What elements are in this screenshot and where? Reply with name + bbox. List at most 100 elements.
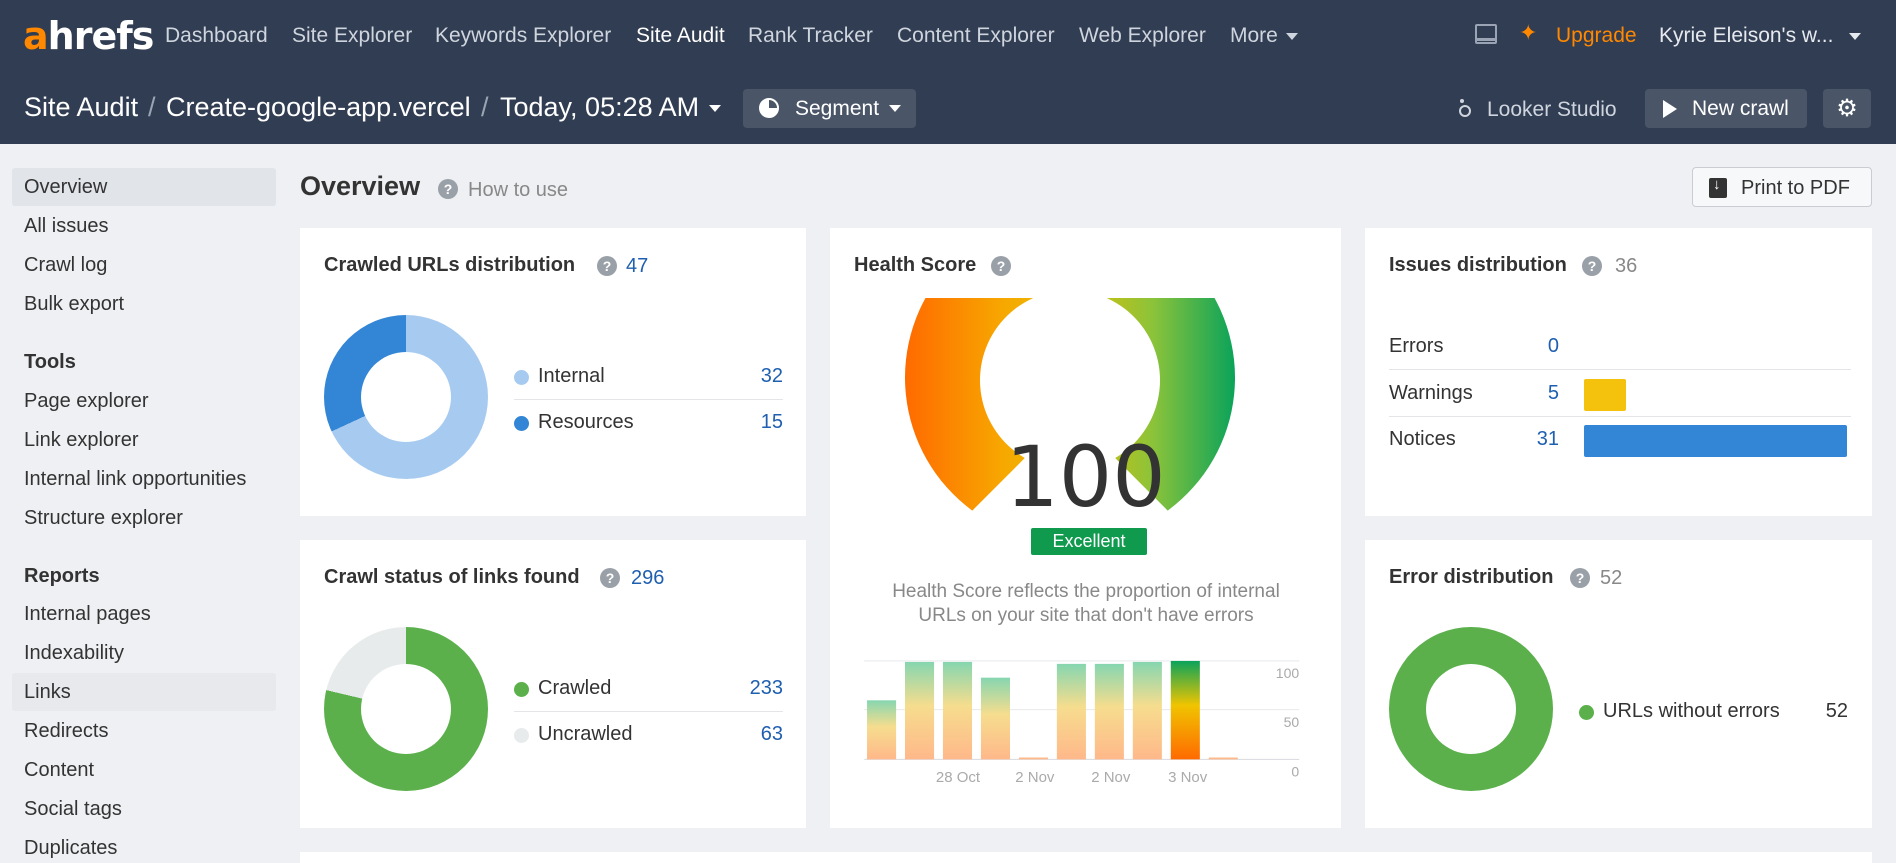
breadcrumb-project[interactable]: Create-google-app.vercel xyxy=(166,92,471,122)
nav-site-audit[interactable]: Site Audit xyxy=(636,24,725,47)
help-icon[interactable]: ? xyxy=(600,568,620,588)
monitor-icon[interactable] xyxy=(1475,24,1497,44)
legend-row-crawled[interactable]: Crawled 233 xyxy=(514,666,783,712)
new-crawl-button[interactable]: New crawl xyxy=(1645,89,1807,128)
sidebar-item-bulk-export[interactable]: Bulk export xyxy=(24,293,125,315)
sidebar-item-redirects[interactable]: Redirects xyxy=(24,720,109,742)
breadcrumb-site-audit[interactable]: Site Audit xyxy=(24,92,139,122)
top-navigation: ahrefs Dashboard Site Explorer Keywords … xyxy=(0,0,1896,72)
legend-value[interactable]: 233 xyxy=(749,677,783,699)
help-icon[interactable]: ? xyxy=(438,179,458,199)
health-score-description: Health Score reflects the proportion of … xyxy=(892,581,1280,626)
sidebar-item-links[interactable]: Links xyxy=(12,673,276,711)
health-score-gauge xyxy=(905,298,1235,511)
nav-web-explorer[interactable]: Web Explorer xyxy=(1079,24,1206,47)
x-tick-label: 3 Nov xyxy=(1168,769,1208,786)
legend-value[interactable]: 63 xyxy=(760,723,783,745)
health-score-card: Health Score ? 100 Excellent Health Scor… xyxy=(830,228,1341,828)
how-to-use-link[interactable]: How to use xyxy=(468,179,569,201)
nav-content-explorer[interactable]: Content Explorer xyxy=(897,24,1055,47)
legend-label: Uncrawled xyxy=(538,723,633,745)
segment-label: Segment xyxy=(795,97,880,120)
help-icon[interactable]: ? xyxy=(991,256,1011,276)
sidebar-item-duplicates[interactable]: Duplicates xyxy=(24,837,118,859)
crawl-status-count[interactable]: 296 xyxy=(631,567,665,589)
chart-bar[interactable] xyxy=(1094,663,1124,760)
chart-bar[interactable] xyxy=(1132,661,1162,760)
account-name: Kyrie Eleison's w... xyxy=(1659,24,1834,47)
issue-value[interactable]: 5 xyxy=(1547,382,1559,404)
sidebar-heading-reports: Reports xyxy=(24,565,100,587)
print-to-pdf-button[interactable]: Print to PDF xyxy=(1692,167,1872,207)
chart-bar[interactable] xyxy=(1018,757,1048,760)
legend-value[interactable]: 15 xyxy=(760,411,783,433)
account-menu[interactable]: Kyrie Eleison's w... xyxy=(1659,24,1862,48)
sidebar-item-overview[interactable]: Overview xyxy=(12,168,276,206)
crawled-urls-donut[interactable] xyxy=(324,315,488,479)
legend-label: Crawled xyxy=(538,677,612,699)
crawl-date-selector[interactable]: Today, 05:28 AM xyxy=(500,92,722,123)
issue-row-warnings[interactable]: Warnings 5 xyxy=(1389,371,1851,417)
pie-chart-icon xyxy=(759,98,779,118)
sidebar-item-indexability[interactable]: Indexability xyxy=(24,642,125,664)
x-tick-label: 2 Nov xyxy=(1015,769,1055,786)
issue-row-errors[interactable]: Errors 0 xyxy=(1389,324,1851,370)
crawl-status-donut[interactable] xyxy=(324,627,488,791)
issue-value[interactable]: 31 xyxy=(1536,428,1559,450)
card-title: Issues distribution xyxy=(1389,254,1567,276)
sidebar-item-internal-link-opportunities[interactable]: Internal link opportunities xyxy=(24,468,247,490)
legend-value[interactable]: 52 xyxy=(1825,700,1848,722)
nav-more[interactable]: More xyxy=(1230,24,1298,48)
notices-bar[interactable] xyxy=(1584,425,1847,457)
chart-bar[interactable] xyxy=(942,661,973,760)
legend-row-uncrawled[interactable]: Uncrawled 63 xyxy=(514,712,783,758)
chart-bar[interactable] xyxy=(905,661,935,760)
sidebar-item-content[interactable]: Content xyxy=(24,759,95,781)
segment-button[interactable]: Segment xyxy=(743,89,916,128)
sidebar-item-link-explorer[interactable]: Link explorer xyxy=(24,429,139,451)
nav-rank-tracker[interactable]: Rank Tracker xyxy=(748,24,873,47)
sidebar-item-crawl-log[interactable]: Crawl log xyxy=(24,254,108,276)
y-tick-label: 50 xyxy=(1284,714,1300,730)
legend-row-resources[interactable]: Resources 15 xyxy=(514,400,783,446)
crawl-date: Today, 05:28 AM xyxy=(500,92,700,122)
nav-keywords-explorer[interactable]: Keywords Explorer xyxy=(435,24,612,47)
chart-bar[interactable] xyxy=(1208,757,1238,760)
warnings-bar[interactable] xyxy=(1584,379,1626,411)
issue-label: Warnings xyxy=(1389,382,1473,404)
upgrade-link[interactable]: Upgrade xyxy=(1556,24,1637,47)
page-title: Overview xyxy=(300,171,421,201)
crawled-urls-count[interactable]: 47 xyxy=(626,255,649,277)
error-distribution-donut[interactable] xyxy=(1389,627,1553,791)
ahrefs-logo[interactable]: ahrefs xyxy=(23,14,154,58)
chart-bar[interactable] xyxy=(1056,663,1086,760)
sidebar-item-all-issues[interactable]: All issues xyxy=(24,215,109,237)
issue-value[interactable]: 0 xyxy=(1547,335,1559,357)
issue-row-notices[interactable]: Notices 31 xyxy=(1389,417,1851,463)
legend-row-urls-without-errors[interactable]: URLs without errors 52 xyxy=(1579,689,1848,735)
breadcrumb-separator: / xyxy=(481,92,489,122)
legend-dot xyxy=(514,370,529,385)
legend-row-internal[interactable]: Internal 32 xyxy=(514,354,783,400)
chart-bar[interactable] xyxy=(867,700,897,760)
sidebar-item-social-tags[interactable]: Social tags xyxy=(24,798,122,820)
error-distribution-count: 52 xyxy=(1600,567,1623,589)
looker-studio-link[interactable]: Looker Studio xyxy=(1487,98,1617,121)
nav-dashboard[interactable]: Dashboard xyxy=(165,24,268,47)
legend-value[interactable]: 32 xyxy=(760,365,783,387)
crawl-status-card: Crawl status of links found ? 296 Crawle… xyxy=(300,540,806,828)
sub-header: Site Audit / Create-google-app.vercel / … xyxy=(0,72,1896,144)
help-icon[interactable]: ? xyxy=(1582,256,1602,276)
nav-site-explorer[interactable]: Site Explorer xyxy=(292,24,413,47)
chart-bar[interactable] xyxy=(980,677,1010,760)
sidebar-item-structure-explorer[interactable]: Structure explorer xyxy=(24,507,183,529)
sidebar-item-internal-pages[interactable]: Internal pages xyxy=(24,603,151,625)
settings-button[interactable]: ⚙ xyxy=(1823,89,1871,128)
error-distribution-card: Error distribution ? 52 URLs without err… xyxy=(1365,540,1872,828)
help-icon[interactable]: ? xyxy=(1570,568,1590,588)
help-icon[interactable]: ? xyxy=(597,256,617,276)
chart-bar[interactable] xyxy=(1170,660,1200,760)
legend-label: Resources xyxy=(538,411,634,433)
sidebar-item-page-explorer[interactable]: Page explorer xyxy=(24,390,149,412)
y-tick-label: 100 xyxy=(1276,665,1300,681)
